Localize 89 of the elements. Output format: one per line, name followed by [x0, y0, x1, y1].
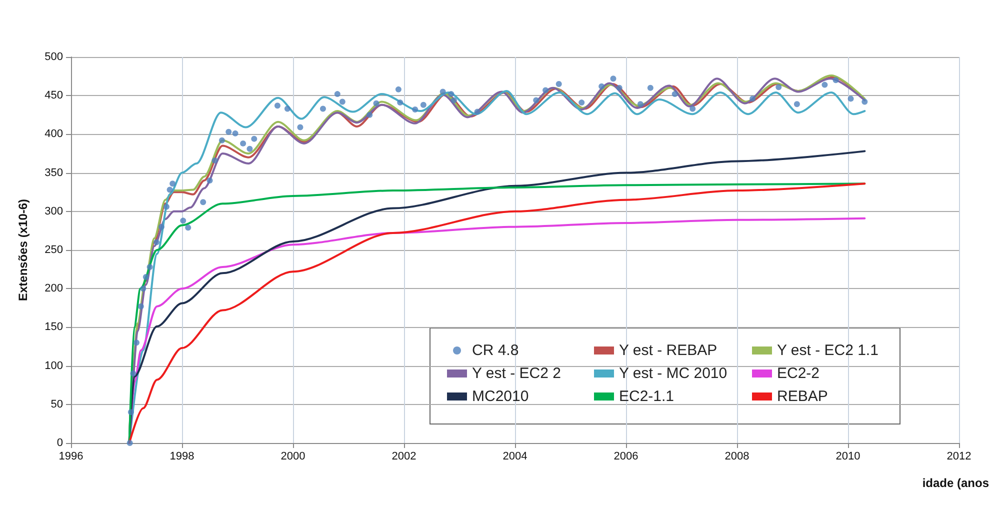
legend-label: CR 4.8: [472, 342, 519, 359]
point: [140, 286, 146, 292]
point: [822, 82, 828, 88]
point: [862, 98, 868, 105]
point: [240, 140, 246, 146]
point: [556, 81, 562, 88]
point: [339, 98, 346, 105]
x-tick-label: 2010: [836, 450, 860, 462]
point: [637, 101, 644, 108]
point: [320, 106, 326, 112]
y-tick-label: 100: [44, 360, 63, 372]
point: [440, 88, 446, 95]
y-tick-label: 150: [44, 321, 63, 334]
point: [448, 91, 454, 98]
point: [226, 128, 232, 135]
point: [185, 224, 192, 231]
point: [533, 97, 540, 104]
point: [647, 84, 654, 91]
point: [128, 409, 134, 416]
legend-label: EC2-1.1: [619, 388, 674, 405]
point: [138, 303, 144, 310]
point: [750, 96, 756, 102]
y-tick-label: 250: [44, 244, 63, 256]
point: [158, 224, 164, 230]
point: [170, 180, 176, 187]
point: [598, 83, 605, 90]
point: [212, 157, 218, 164]
point: [218, 137, 225, 144]
point: [450, 97, 457, 104]
point: [832, 77, 839, 84]
point: [616, 84, 622, 91]
point: [420, 102, 426, 108]
y-tick-label: 50: [50, 398, 63, 410]
point: [776, 84, 782, 90]
y-tick-label: 400: [44, 128, 63, 140]
point: [133, 340, 140, 346]
x-tick-label: 2006: [614, 450, 638, 462]
point: [397, 100, 404, 106]
y-tick-label: 350: [44, 166, 63, 179]
x-tick-label: 2012: [946, 450, 972, 462]
point: [690, 106, 696, 112]
y-tick-label: 450: [44, 90, 63, 102]
point: [163, 204, 170, 210]
point: [412, 106, 418, 112]
point: [274, 102, 280, 109]
point: [180, 218, 186, 224]
point: [166, 186, 173, 193]
point: [284, 106, 290, 112]
point: [542, 87, 549, 94]
point: [794, 101, 800, 108]
point: [578, 100, 585, 106]
point: [848, 96, 854, 102]
point: [251, 136, 258, 142]
point: [130, 370, 136, 377]
point: [366, 112, 373, 118]
x-tick-label: 2004: [502, 450, 528, 462]
point: [672, 91, 678, 98]
point: [146, 264, 153, 270]
point: [373, 100, 380, 106]
x-tick-label: 1996: [58, 450, 84, 462]
y-tick-label: 500: [44, 51, 63, 63]
point: [126, 440, 133, 446]
legend-label: Y est - EC2 1.1: [777, 342, 878, 359]
point: [610, 76, 616, 82]
y-tick-label: 0: [56, 437, 63, 449]
point: [395, 86, 402, 92]
point: [153, 239, 160, 246]
point: [246, 146, 253, 152]
y-tick-label: 200: [44, 282, 63, 295]
legend-label: REBAP: [777, 388, 828, 405]
legend-label: MC2010: [472, 388, 529, 405]
point: [206, 178, 213, 184]
legend-label: Y est - REBAP: [619, 342, 718, 359]
point: [232, 130, 238, 136]
y-axis-title: Extensões (x10-6): [16, 198, 30, 302]
legend-label: Y est - MC 2010: [619, 365, 728, 382]
point: [297, 124, 304, 130]
point: [474, 108, 480, 115]
y-tick-label: 300: [44, 205, 63, 218]
x-tick-label: 1998: [170, 450, 194, 462]
x-tick-label: 2008: [724, 450, 750, 462]
legend-label: Y est - EC2 2: [472, 365, 561, 382]
x-tick-label: 2000: [280, 450, 306, 462]
x-axis-title: idade (anos: [922, 476, 990, 490]
point: [142, 274, 149, 280]
point: [334, 91, 340, 98]
x-tick-label: 2002: [392, 450, 416, 462]
point: [200, 199, 206, 206]
legend-label: EC2-2: [777, 365, 820, 382]
